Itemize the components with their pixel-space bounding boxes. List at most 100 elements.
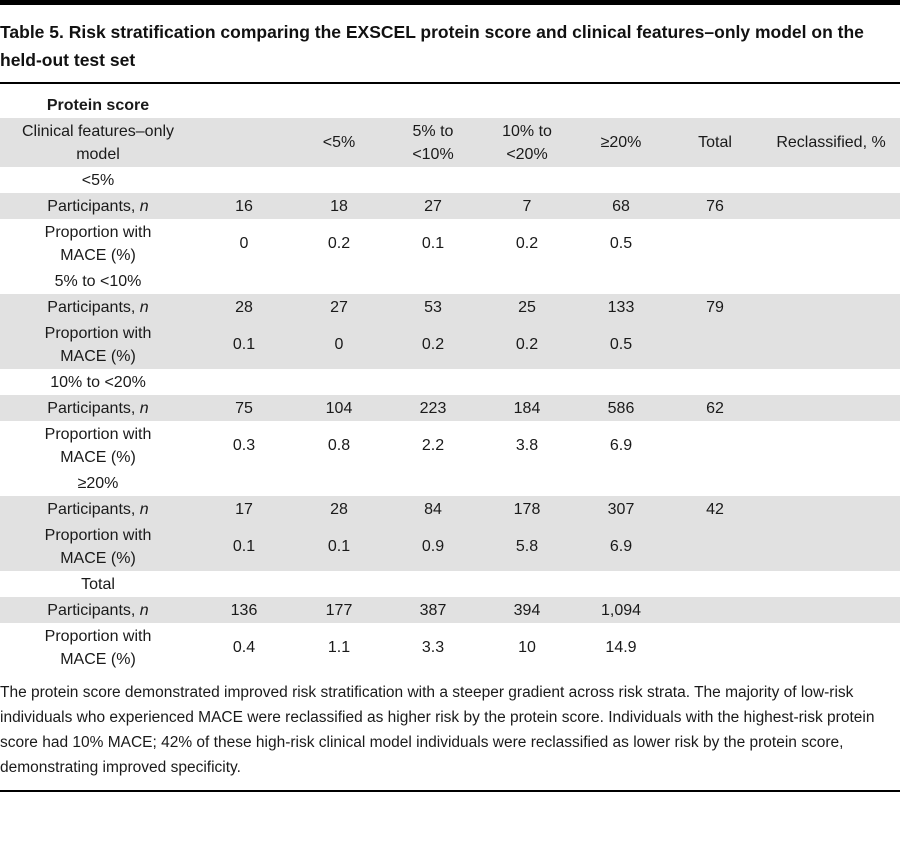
participants-value: 62 bbox=[706, 399, 724, 417]
participants-value: 17 bbox=[235, 500, 253, 518]
proportion-value: 0 bbox=[334, 336, 344, 353]
proportion-value: 0.2 bbox=[515, 235, 539, 252]
participants-label: Participants, n bbox=[0, 296, 196, 319]
bottom-rule bbox=[0, 790, 900, 792]
header-cell: <5% bbox=[322, 134, 356, 151]
table-header-row: Clinical features–only model <5% 5% to <… bbox=[0, 118, 900, 167]
group-label: 5% to <10% bbox=[54, 272, 142, 290]
proportion-value: 0.2 bbox=[515, 336, 539, 353]
proportion-value: 0.1 bbox=[421, 235, 445, 252]
participants-value: 387 bbox=[419, 601, 447, 619]
participants-label-text: Participants, bbox=[47, 601, 140, 619]
participants-value: 16 bbox=[235, 197, 253, 215]
participants-value: 184 bbox=[513, 399, 541, 417]
participants-row: Participants, n 136 177 387 394 1,094 bbox=[0, 597, 900, 623]
participants-value: 53 bbox=[424, 298, 442, 316]
header-row-label: Clinical features–only model bbox=[21, 122, 175, 163]
risk-table: Protein score Clinical features–only mod… bbox=[0, 92, 900, 672]
proportion-value: 3.3 bbox=[421, 639, 445, 656]
participants-value: 133 bbox=[607, 298, 635, 316]
proportion-row: Proportion with MACE (%) 0.1 0 0.2 0.2 0.5 bbox=[0, 320, 900, 369]
participants-value: 84 bbox=[424, 500, 442, 518]
proportion-value: 0.3 bbox=[232, 437, 256, 454]
participants-value: 394 bbox=[513, 601, 541, 619]
group-label: ≥20% bbox=[77, 474, 119, 492]
participants-value: 76 bbox=[706, 197, 724, 215]
participants-value: 68 bbox=[612, 197, 630, 215]
participants-value: 307 bbox=[607, 500, 635, 518]
proportion-label: Proportion with MACE (%) bbox=[44, 324, 152, 365]
participants-label: Participants, n bbox=[0, 498, 196, 521]
group-label: 10% to <20% bbox=[50, 373, 146, 391]
group-label-row: Total bbox=[0, 571, 900, 597]
proportion-row: Proportion with MACE (%) 0.1 0.1 0.9 5.8 6.9 bbox=[0, 522, 900, 571]
header-cell: Total bbox=[698, 134, 732, 151]
participants-label-n: n bbox=[139, 500, 149, 518]
participants-value: 79 bbox=[706, 298, 724, 316]
protein-score-label: Protein score bbox=[46, 96, 150, 114]
participants-value: 42 bbox=[706, 500, 724, 518]
participants-value: 178 bbox=[513, 500, 541, 518]
header-cell: ≥20% bbox=[600, 134, 642, 151]
participants-value: 25 bbox=[518, 298, 536, 316]
proportion-label: Proportion with MACE (%) bbox=[44, 627, 152, 668]
proportion-value: 0.1 bbox=[327, 538, 351, 555]
participants-label-n: n bbox=[139, 601, 149, 619]
participants-row: Participants, n 17 28 84 178 307 42 bbox=[0, 496, 900, 522]
proportion-value: 0.5 bbox=[609, 336, 633, 353]
proportion-value: 2.2 bbox=[421, 437, 445, 454]
proportion-value: 6.9 bbox=[609, 538, 633, 555]
proportion-value: 0 bbox=[239, 235, 249, 252]
participants-value: 1,094 bbox=[600, 601, 642, 619]
proportion-value: 0.5 bbox=[609, 235, 633, 252]
participants-label-text: Participants, bbox=[47, 500, 140, 518]
participants-label: Participants, n bbox=[0, 599, 196, 622]
proportion-row: Proportion with MACE (%) 0 0.2 0.1 0.2 0.5 bbox=[0, 219, 900, 268]
participants-row: Participants, n 16 18 27 7 68 76 bbox=[0, 193, 900, 219]
header-cell: Reclassified, % bbox=[776, 134, 886, 151]
participants-value: 136 bbox=[230, 601, 258, 619]
proportion-value: 3.8 bbox=[515, 437, 539, 454]
group-label-row: 5% to <10% bbox=[0, 268, 900, 294]
proportion-value: 0.4 bbox=[232, 639, 256, 656]
proportion-label: Proportion with MACE (%) bbox=[44, 526, 152, 567]
proportion-row: Proportion with MACE (%) 0.3 0.8 2.2 3.8 6.9 bbox=[0, 421, 900, 470]
group-label-row: ≥20% bbox=[0, 470, 900, 496]
participants-value: 28 bbox=[330, 500, 348, 518]
proportion-value: 6.9 bbox=[609, 437, 633, 454]
proportion-value: 0.1 bbox=[232, 336, 256, 353]
participants-value: 75 bbox=[235, 399, 253, 417]
participants-row: Participants, n 75 104 223 184 586 62 bbox=[0, 395, 900, 421]
proportion-value: 0.8 bbox=[327, 437, 351, 454]
group-label: Total bbox=[81, 575, 115, 593]
participants-row: Participants, n 28 27 53 25 133 79 bbox=[0, 294, 900, 320]
proportion-row: Proportion with MACE (%) 0.4 1.1 3.3 10 14.9 bbox=[0, 623, 900, 672]
protein-score-row: Protein score bbox=[0, 92, 900, 118]
participants-label-text: Participants, bbox=[47, 399, 140, 417]
participants-value: 586 bbox=[607, 399, 635, 417]
header-cell: 5% to <10% bbox=[412, 122, 454, 163]
proportion-value: 10 bbox=[518, 639, 536, 656]
proportion-label: Proportion with MACE (%) bbox=[44, 223, 152, 264]
top-rule bbox=[0, 0, 900, 5]
proportion-value: 5.8 bbox=[515, 538, 539, 555]
participants-value: 18 bbox=[330, 197, 348, 215]
group-label: <5% bbox=[81, 171, 115, 189]
group-label-row: 10% to <20% bbox=[0, 369, 900, 395]
participants-label-text: Participants, bbox=[47, 298, 140, 316]
proportion-value: 0.2 bbox=[421, 336, 445, 353]
group-label-row: <5% bbox=[0, 167, 900, 193]
header-rule bbox=[0, 82, 900, 84]
proportion-value: 14.9 bbox=[605, 639, 637, 656]
participants-value: 104 bbox=[325, 399, 353, 417]
participants-label: Participants, n bbox=[0, 195, 196, 218]
participants-value: 7 bbox=[522, 197, 532, 215]
table-title: Table 5. Risk stratification comparing t… bbox=[0, 22, 864, 70]
proportion-value: 0.1 bbox=[232, 538, 256, 555]
participants-value: 27 bbox=[330, 298, 348, 316]
table-footnote: The protein score demonstrated improved … bbox=[0, 684, 875, 776]
proportion-value: 0.2 bbox=[327, 235, 351, 252]
participants-value: 27 bbox=[424, 197, 442, 215]
proportion-value: 1.1 bbox=[327, 639, 351, 656]
participants-label-text: Participants, bbox=[47, 197, 140, 215]
